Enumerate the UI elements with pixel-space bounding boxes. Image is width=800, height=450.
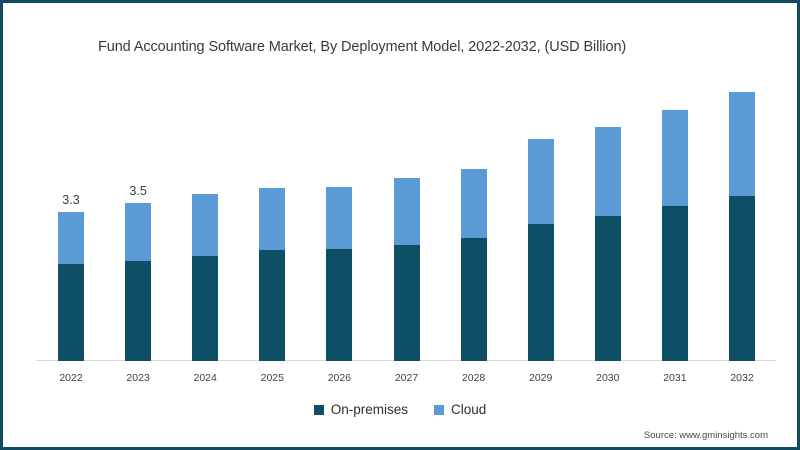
legend-label-cloud: Cloud — [451, 402, 487, 417]
bar-segment-on-premises-2024[interactable] — [192, 256, 219, 361]
x-tick-label-2030: 2030 — [596, 372, 620, 384]
bar-segment-on-premises-2026[interactable] — [326, 248, 353, 361]
plot-area: 2022 2023 2024 2025 2026 2027 2028 2029 2030 2031… — [6, 6, 800, 450]
legend-item-cloud[interactable]: Cloud — [434, 402, 486, 417]
chart-title: Fund Accounting Software Market, By Depl… — [98, 39, 627, 55]
bar-segment-cloud-2024[interactable] — [192, 194, 219, 257]
x-tick-label-2023: 2023 — [126, 372, 150, 384]
x-tick-label-2022: 2022 — [59, 372, 83, 384]
legend-label-on-premises: On-premises — [330, 402, 408, 417]
bar-segment-cloud-2023[interactable] — [125, 202, 152, 262]
bar-group-2026[interactable] — [326, 186, 353, 361]
bar-group-2022[interactable] — [58, 211, 84, 361]
bar-group-2025[interactable] — [259, 187, 286, 361]
legend-swatch-on-premises — [313, 404, 324, 415]
bar-segment-on-premises-2028[interactable] — [460, 238, 487, 361]
bar-segment-cloud-2025[interactable] — [259, 187, 286, 250]
bar-segment-on-premises-2023[interactable] — [125, 261, 152, 361]
x-tick-label-2029: 2029 — [529, 372, 553, 384]
x-tick-label-2031: 2031 — [663, 372, 687, 384]
bar-group-2029[interactable] — [527, 139, 554, 361]
x-tick-label-2024: 2024 — [193, 372, 217, 384]
bar-segment-on-premises-2027[interactable] — [393, 244, 420, 361]
bar-segment-cloud-2027[interactable] — [393, 177, 420, 245]
bar-group-2031[interactable] — [661, 110, 688, 361]
bar-group-2032[interactable] — [729, 92, 755, 361]
bar-group-2028[interactable] — [460, 168, 487, 361]
x-tick-label-2026: 2026 — [327, 372, 352, 384]
bar-segment-cloud-2030[interactable] — [594, 126, 621, 216]
bar-segment-on-premises-2029[interactable] — [527, 224, 554, 361]
bar-group-2023[interactable] — [125, 202, 152, 361]
x-tick-label-2032: 2032 — [730, 372, 754, 384]
legend-item-on-premises[interactable]: On-premises — [313, 402, 408, 417]
bar-segment-on-premises-2031[interactable] — [661, 205, 688, 361]
bar-segment-cloud-2028[interactable] — [460, 168, 487, 239]
x-tick-label-2025: 2025 — [260, 372, 284, 384]
bar-group-2027[interactable] — [393, 177, 420, 361]
bar-segment-on-premises-2032[interactable] — [729, 196, 755, 361]
bar-segment-cloud-2029[interactable] — [527, 139, 554, 225]
x-tick-label-2027: 2027 — [394, 372, 419, 384]
chart-legend: On-premises Cloud — [6, 402, 794, 417]
bar-segment-cloud-2031[interactable] — [661, 110, 688, 206]
bar-segment-on-premises-2030[interactable] — [594, 215, 621, 361]
bar-segment-on-premises-2025[interactable] — [259, 249, 286, 361]
bar-value-label-2022: 3.3 — [62, 192, 80, 207]
x-tick-label-2028: 2028 — [461, 372, 486, 384]
bar-value-label-2023: 3.5 — [129, 183, 147, 198]
bar-group-2030[interactable] — [594, 126, 621, 361]
bar-segment-cloud-2026[interactable] — [326, 186, 353, 249]
bar-group-2024[interactable] — [192, 194, 219, 361]
chart-canvas: Fund Accounting Software Market, By Depl… — [6, 6, 794, 444]
bar-segment-on-premises-2022[interactable] — [58, 263, 84, 361]
bar-segment-cloud-2022[interactable] — [58, 211, 84, 264]
bar-segment-cloud-2032[interactable] — [729, 92, 755, 197]
source-attribution: Source: www.gminsights.com — [643, 430, 768, 441]
legend-swatch-cloud — [434, 404, 444, 415]
